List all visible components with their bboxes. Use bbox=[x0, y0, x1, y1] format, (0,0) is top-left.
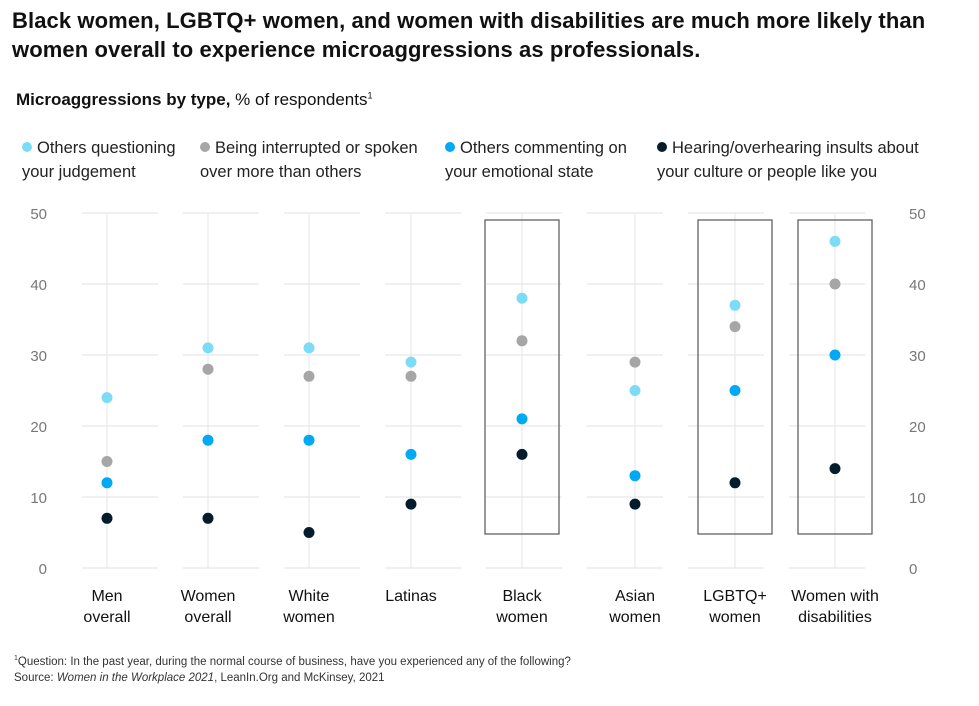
highlight-box bbox=[484, 219, 560, 535]
legend-dot-icon bbox=[22, 142, 32, 152]
x-category-label: LGBTQ+ bbox=[703, 588, 767, 605]
legend-label-line1: Hearing/overhearing insults about bbox=[672, 139, 919, 157]
data-point bbox=[202, 512, 214, 524]
y-tick-label-right: 50 bbox=[909, 206, 926, 223]
data-point bbox=[729, 299, 741, 311]
data-point bbox=[101, 456, 113, 467]
source-title: Women in the Workplace 2021 bbox=[56, 671, 215, 684]
data-point bbox=[629, 498, 641, 510]
data-point bbox=[729, 321, 741, 333]
legend-label-line1: Being interrupted or spoken bbox=[215, 139, 418, 157]
y-tick-label-right: 40 bbox=[909, 277, 926, 294]
subtitle-unit: % of respondents bbox=[230, 90, 368, 109]
x-category-label: Women bbox=[181, 588, 236, 605]
legend-label-line1: Others commenting on bbox=[460, 139, 627, 157]
data-point bbox=[405, 370, 417, 382]
source-prefix: Source: bbox=[14, 671, 57, 684]
footnote-question-text: Question: In the past year, during the n… bbox=[17, 655, 571, 668]
data-point bbox=[729, 477, 741, 489]
y-tick-label-left: 30 bbox=[30, 348, 47, 365]
legend-label-line2: your judgement bbox=[22, 163, 136, 181]
footnote-mark: 1 bbox=[14, 655, 18, 662]
x-category-label: disabilities bbox=[798, 609, 872, 626]
data-point bbox=[405, 356, 417, 368]
x-category-label: overall bbox=[184, 609, 231, 626]
legend-label-line2: your culture or people like you bbox=[657, 163, 878, 181]
data-point bbox=[405, 448, 417, 460]
legend-dot-icon bbox=[200, 142, 210, 152]
data-point bbox=[629, 356, 641, 368]
data-point bbox=[101, 392, 113, 404]
legend-dot-icon bbox=[657, 142, 667, 152]
data-point bbox=[101, 477, 113, 489]
x-category-label: Black bbox=[502, 588, 542, 605]
legend-item-insults: Hearing/overhearing insults about your c… bbox=[657, 136, 919, 184]
data-point bbox=[829, 278, 841, 290]
subtitle-footnote-mark: 1 bbox=[367, 90, 373, 101]
data-point bbox=[516, 413, 528, 425]
x-category-label: women bbox=[608, 609, 661, 626]
data-point bbox=[829, 235, 841, 247]
y-tick-label-right: 0 bbox=[909, 561, 917, 578]
y-tick-label-left: 0 bbox=[39, 561, 47, 578]
highlight-box bbox=[797, 219, 873, 535]
data-point bbox=[516, 448, 528, 460]
x-category-label: women bbox=[708, 609, 761, 626]
data-point bbox=[202, 434, 214, 446]
x-category-label: Asian bbox=[615, 588, 655, 605]
x-category-label: Men bbox=[91, 588, 122, 605]
x-category-label: Women with bbox=[791, 588, 879, 605]
data-point bbox=[516, 335, 528, 347]
data-point bbox=[629, 385, 641, 396]
y-tick-label-right: 10 bbox=[909, 490, 926, 507]
x-category-label: Latinas bbox=[385, 588, 437, 605]
data-point bbox=[101, 512, 113, 524]
data-point bbox=[303, 370, 315, 382]
legend-dot-icon bbox=[445, 142, 455, 152]
data-point bbox=[202, 342, 214, 354]
y-tick-label-right: 20 bbox=[909, 419, 926, 436]
legend-label-line1: Others questioning bbox=[37, 139, 176, 157]
x-category-label: White bbox=[289, 588, 330, 605]
data-point bbox=[629, 470, 641, 482]
x-category-label: women bbox=[495, 609, 548, 626]
subtitle-bold: Microaggressions by type, bbox=[16, 90, 231, 109]
chart-title: Black women, LGBTQ+ women, and women wit… bbox=[12, 8, 926, 62]
data-point bbox=[303, 527, 315, 538]
y-tick-label-left: 40 bbox=[30, 277, 47, 294]
legend-label-line2: your emotional state bbox=[445, 163, 594, 181]
footnote-source: Source: Women in the Workplace 2021, Lea… bbox=[14, 670, 571, 686]
data-point bbox=[729, 385, 741, 396]
x-category-label: women bbox=[282, 609, 335, 626]
data-point bbox=[829, 349, 841, 361]
legend-label-line2: over more than others bbox=[200, 163, 362, 181]
data-point bbox=[303, 342, 315, 354]
y-tick-label-left: 10 bbox=[30, 490, 47, 507]
source-publisher: , LeanIn.Org and McKinsey, 2021 bbox=[214, 671, 385, 684]
highlight-box bbox=[697, 219, 773, 535]
legend-item-judgement: Others questioning your judgement bbox=[22, 136, 176, 184]
x-category-label: overall bbox=[83, 609, 130, 626]
y-tick-label-right: 30 bbox=[909, 348, 926, 365]
footnote: 1Question: In the past year, during the … bbox=[14, 651, 571, 686]
legend-item-emotional: Others commenting on your emotional stat… bbox=[445, 136, 627, 184]
data-point bbox=[405, 498, 417, 510]
y-tick-label-left: 50 bbox=[30, 206, 47, 223]
data-point bbox=[516, 292, 528, 304]
legend-item-interrupted: Being interrupted or spoken over more th… bbox=[200, 136, 418, 184]
y-tick-label-left: 20 bbox=[30, 419, 47, 436]
footnote-question: 1Question: In the past year, during the … bbox=[14, 651, 571, 670]
chart-subtitle: Microaggressions by type, % of responden… bbox=[16, 90, 373, 110]
data-point bbox=[829, 463, 841, 475]
data-point bbox=[303, 434, 315, 446]
data-point bbox=[202, 363, 214, 375]
